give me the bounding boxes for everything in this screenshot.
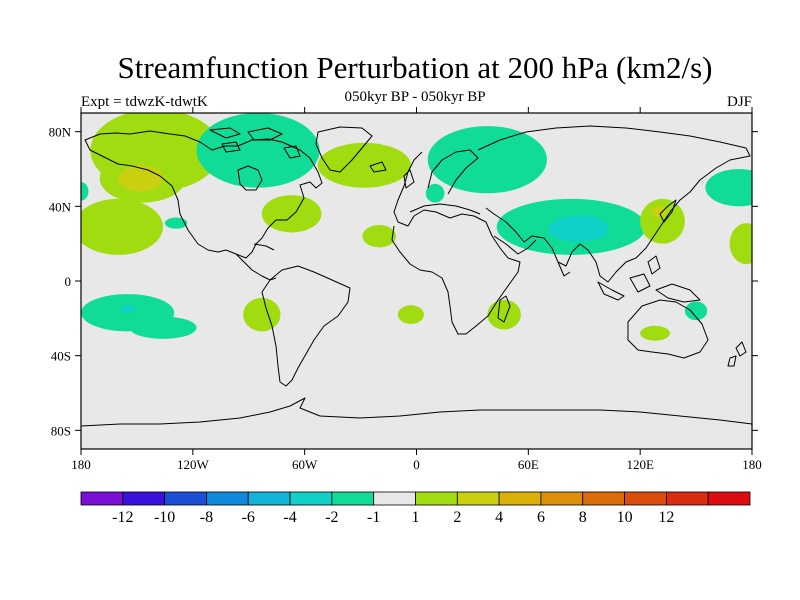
colorbar-label-7: 1 [412,509,420,526]
season-label: DJF [726,94,752,110]
experiment-label: Expt = tdwzK-tdwtK [81,94,208,110]
contour-region-7 [425,183,445,203]
contour-region-10 [164,217,188,229]
coastline-maritime-continent [597,255,701,303]
colorbar-label-3: -6 [242,509,255,526]
contour-region-6 [427,126,547,194]
map-title: Streamfunction Perturbation at 200 hPa (… [117,50,713,85]
colorbar-label-6: -1 [367,509,380,526]
colorbar-label-12: 10 [617,509,633,526]
coastline-arctic-islands [209,127,301,159]
colorbar-box-7 [373,491,416,506]
contour-region-21 [243,297,281,332]
coastlines [81,125,752,427]
coastline-hudson-bay [237,165,263,191]
colorbar-label-8: 2 [453,509,461,526]
x-tick-label-6: 180 [742,457,762,472]
coastline-mediterranean [409,203,481,215]
contour-region-13 [548,215,609,242]
colorbar-box-3 [206,491,249,506]
contour-region-22 [397,305,424,324]
colorbar-box-1 [122,491,166,506]
colorbar-box-15 [707,491,751,506]
colorbar-box-8 [415,491,458,506]
coastline-south-asia [493,235,571,277]
y-tick-label-2: 0 [65,274,72,289]
y-tick-label-3: 40S [51,349,71,364]
y-tick-label-1: 40N [49,199,72,214]
colorbar-box-14 [665,491,709,506]
coastline-europe-africa [391,151,521,335]
coastline-north-america [84,130,323,259]
contour-fields [81,113,752,341]
coastline-japan [659,199,677,223]
colorbar-box-13 [624,491,667,506]
colorbar-label-4: -4 [283,509,296,526]
contour-region-4 [196,113,320,188]
coastline-australia [627,299,709,359]
map-subtitle: 050kyr BP - 050kyr BP [344,89,486,105]
coastline-antarctica [81,397,752,427]
colorbar: -12 -10 -8 -6 -4 -2 -1 1 2 4 6 8 10 12 [80,491,751,526]
colorbar-label-11: 8 [579,509,587,526]
contour-region-24 [684,301,708,321]
x-tick-label-0: 180 [71,457,91,472]
colorbar-label-9: 4 [495,509,503,526]
colorbar-box-12 [582,491,625,506]
x-tick-label-4: 60E [518,457,539,472]
contour-region-16 [705,169,752,207]
contour-region-9 [81,198,163,255]
x-tick-label-3: 0 [413,457,420,472]
colorbar-box-9 [456,491,500,506]
coastline-scandinavia [427,149,479,195]
colorbar-box-2 [164,491,207,506]
x-tick-label-2: 60W [292,457,318,472]
y-tick-label-4: 80S [51,423,71,438]
axis-ticks: 180 120W 60W 0 60E 120E 180 80N 40N 0 40S 80S [49,107,762,472]
colorbar-box-11 [540,491,584,506]
coastline-new-zealand [727,341,747,367]
x-tick-label-5: 120E [626,457,654,472]
coastline-madagascar [497,295,511,323]
colorbar-label-5: -2 [325,509,338,526]
coastline-south-america [261,265,351,387]
colorbar-label-1: -10 [154,509,175,526]
colorbar-box-5 [289,491,333,506]
contour-region-19 [129,316,197,339]
colorbar-box-0 [80,491,124,506]
contour-region-23 [487,299,521,330]
contour-region-11 [362,225,396,248]
contour-region-25 [640,325,670,341]
contour-region-17 [729,223,752,265]
colorbar-box-6 [331,491,375,506]
colorbar-box-10 [498,491,542,506]
contour-region-20 [120,305,136,313]
coastline-british-isles [369,161,415,189]
colorbar-label-10: 6 [537,509,545,526]
colorbar-label-2: -8 [200,509,213,526]
y-tick-label-0: 80N [49,125,72,140]
contour-region-14 [640,198,685,244]
contour-region-15 [651,206,667,218]
contour-region-5 [317,142,411,188]
colorbar-label-13: 12 [658,509,674,526]
colorbar-box-4 [247,491,291,506]
x-tick-label-1: 120W [177,457,210,472]
contour-region-2 [118,165,164,192]
colorbar-label-0: -12 [112,509,133,526]
contour-region-3 [81,182,89,201]
coastline-greenland [315,126,373,173]
contour-region-8 [261,195,322,233]
coastline-asia [477,125,751,283]
